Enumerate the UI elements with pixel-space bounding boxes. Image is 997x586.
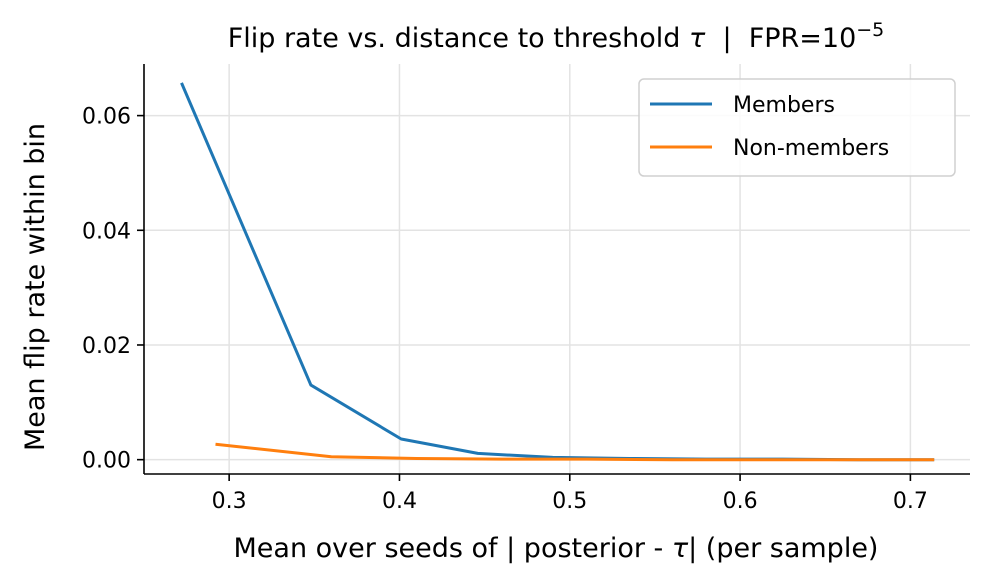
series-line-non-members [215, 442, 935, 462]
chart-title-prefix: Flip rate vs. distance to threshold [228, 23, 689, 54]
y-ticks: 0.00 0.02 0.04 0.06 [82, 105, 144, 474]
y-tick-label: 0.02 [82, 334, 131, 359]
legend: Members Non-members [638, 78, 956, 177]
x-axis-label: Mean over seeds of | posterior - τ| (per… [234, 533, 879, 564]
x-tick-label: 0.4 [382, 489, 417, 514]
x-tick-label: 0.6 [723, 489, 758, 514]
x-tick-label: 0.3 [212, 489, 247, 514]
legend-label-non-members: Non-members [733, 136, 889, 161]
y-tick-label: 0.00 [82, 449, 131, 474]
chart-title: Flip rate vs. distance to threshold τ | … [228, 19, 885, 54]
x-tick-label: 0.5 [552, 489, 587, 514]
series-layer [180, 82, 935, 462]
y-tick-label: 0.04 [82, 219, 131, 244]
x-axis-label-suffix: | (per sample) [688, 533, 878, 564]
x-axis-label-tau: τ [672, 533, 689, 564]
y-tick-label: 0.06 [82, 105, 131, 130]
x-tick-label: 0.7 [893, 489, 928, 514]
y-axis-label: Mean flip rate within bin [20, 123, 51, 451]
legend-frame [638, 78, 956, 177]
chart-title-middle: | FPR=10 [705, 23, 856, 54]
chart-title-tau: τ [689, 23, 706, 54]
chart-title-exponent: −5 [856, 19, 884, 41]
legend-label-members: Members [733, 93, 835, 118]
x-axis-label-prefix: Mean over seeds of | posterior - [234, 533, 672, 564]
x-ticks: 0.3 0.4 0.5 0.6 0.7 [212, 474, 928, 514]
